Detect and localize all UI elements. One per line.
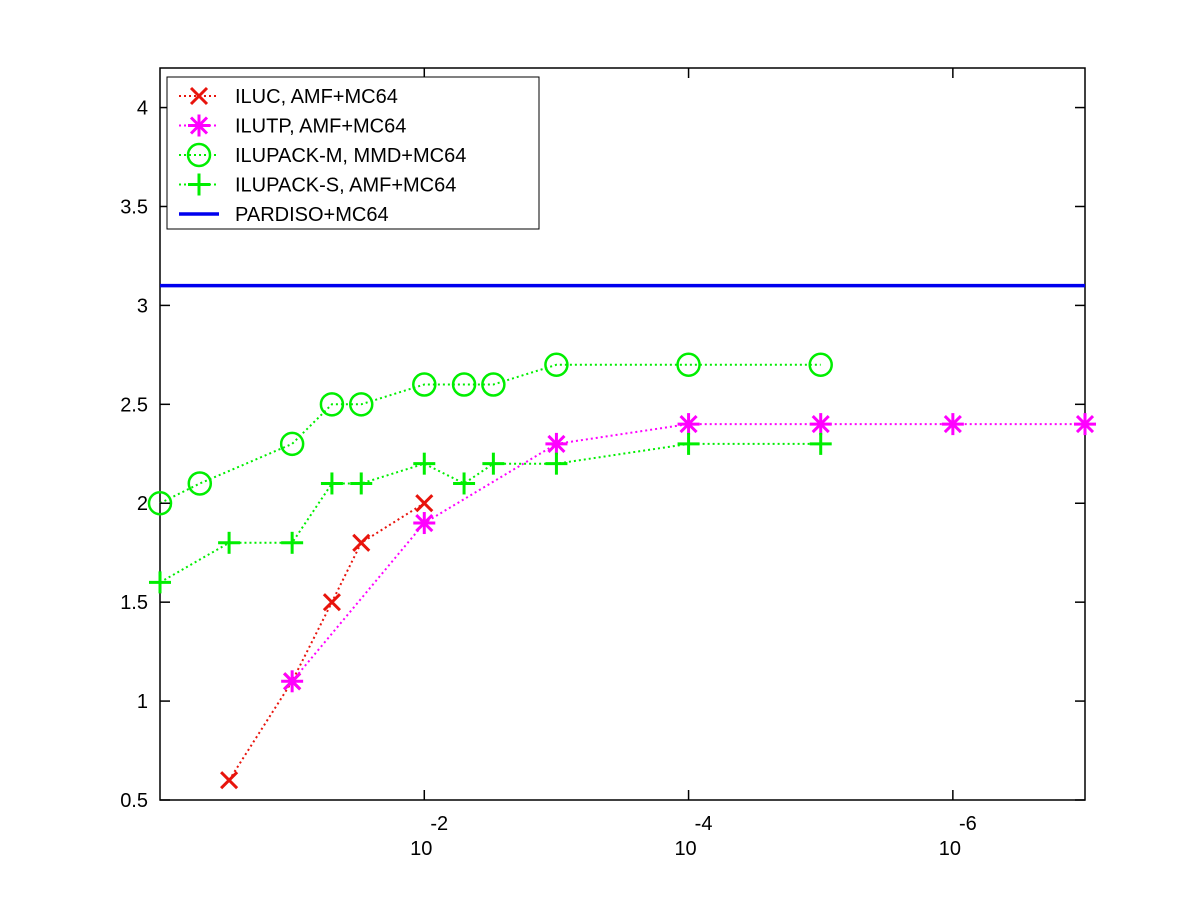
series-1-point-6-stroke-d <box>1075 415 1095 434</box>
series-2 <box>147 352 833 516</box>
series-3-point-0 <box>149 571 171 594</box>
series-3-point-4 <box>350 472 373 495</box>
series-1-point-3-stroke-d <box>679 415 698 434</box>
series-2-point-0-ring <box>147 490 173 516</box>
x-tick-label-exponent-0: -2 <box>430 813 448 835</box>
series-2-point-9-ring <box>676 352 701 378</box>
legend-item-1: ILUTP, AMF+MC64 <box>179 114 406 138</box>
series-1 <box>281 413 1096 693</box>
legend-item-3: ILUPACK-S, AMF+MC64 <box>179 173 456 197</box>
series-1-point-2 <box>545 432 568 455</box>
series-1-point-4 <box>809 413 832 436</box>
series-3-point-3 <box>320 472 343 495</box>
series-1-point-4-stroke-d <box>811 415 830 434</box>
y-tick-label-1: 1 <box>137 691 148 713</box>
series-1-point-0-stroke-d <box>283 672 302 691</box>
legend-marker-2 <box>186 142 212 168</box>
series-2-line <box>159 363 821 505</box>
series-2-point-7 <box>481 372 506 397</box>
series-1-point-6 <box>1074 413 1096 436</box>
series-2-point-5-ring <box>412 372 437 397</box>
series-2-point-4 <box>348 392 374 417</box>
series-3-point-6 <box>453 472 476 495</box>
y-tick-label-5: 3 <box>137 295 148 317</box>
series-3-point-5 <box>413 452 436 475</box>
series-2-point-9 <box>676 352 701 378</box>
legend-item-4: PARDISO+MC64 <box>179 204 389 226</box>
x-tick-label-base-0: 10 <box>410 838 432 860</box>
y-tick-label-0: 0.5 <box>120 790 148 812</box>
series-0-point-3-stroke-b <box>352 533 371 552</box>
legend-label-3: ILUPACK-S, AMF+MC64 <box>235 175 456 197</box>
series-3-point-10 <box>809 432 832 455</box>
series-2-point-0 <box>147 490 173 516</box>
series-3-point-1 <box>218 531 241 554</box>
y-tick-label-6: 3.5 <box>120 196 148 218</box>
series-3-point-7 <box>482 452 505 475</box>
series-2-point-10-ring <box>808 352 833 378</box>
legend-marker-3 <box>188 173 210 196</box>
series-0-point-2 <box>322 593 341 612</box>
series-0-point-0 <box>220 771 239 790</box>
series-1-point-1 <box>413 512 436 535</box>
legend: ILUC, AMF+MC64 ILUTP, AMF+MC64 ILUPACK-M, … <box>166 76 540 230</box>
series-2-point-6-ring <box>451 372 477 397</box>
series-2-point-1 <box>187 471 213 496</box>
y-tick-label-7: 4 <box>137 98 148 120</box>
series-2-point-4-ring <box>348 392 374 417</box>
series-2-point-6 <box>451 372 477 397</box>
series-2-point-2 <box>279 431 305 457</box>
legend-item-0: ILUC, AMF+MC64 <box>179 86 398 108</box>
y-tick-label-2: 1.5 <box>120 592 148 614</box>
series-2-point-1-ring <box>187 471 213 496</box>
series-0-point-3 <box>352 533 371 552</box>
legend-label-4: PARDISO+MC64 <box>235 204 389 226</box>
x-tick-label-base-2: 10 <box>939 838 961 860</box>
legend-box <box>166 76 540 230</box>
series-3 <box>149 432 832 594</box>
series-2-point-7-ring <box>481 372 506 397</box>
x-tick-label-exponent-2: -6 <box>959 813 977 835</box>
axes-layer: 0.5 1 1.5 2 2.5 3 3.5 4 10 -2 10 -4 10 -6 <box>120 68 1085 860</box>
series-2-point-10 <box>808 352 833 378</box>
series-2-point-8-ring <box>544 352 569 378</box>
legend-marker-2-ring <box>186 142 212 168</box>
series-layer <box>147 283 1096 790</box>
legend-label-1: ILUTP, AMF+MC64 <box>235 116 406 138</box>
legend-marker-0 <box>189 86 209 106</box>
series-0-point-2-stroke-b <box>322 593 341 612</box>
series-1-point-5-stroke-d <box>943 415 962 434</box>
series-0-point-4 <box>415 494 434 513</box>
legend-item-2: ILUPACK-M, MMD+MC64 <box>179 142 466 168</box>
series-3-point-9 <box>677 432 700 455</box>
series-1-point-1-stroke-d <box>415 513 434 533</box>
y-tick-label-3: 2 <box>137 493 148 515</box>
series-1-point-5 <box>941 413 964 436</box>
legend-marker-1-stroke-d <box>189 116 209 135</box>
legend-marker-1 <box>188 114 210 137</box>
series-2-point-2-ring <box>279 431 305 457</box>
series-2-point-8 <box>544 352 569 378</box>
series-2-point-5 <box>412 372 437 397</box>
series-0-point-0-stroke-b <box>220 771 239 790</box>
series-0-point-4-stroke-b <box>415 494 434 513</box>
series-3-point-2 <box>281 531 304 554</box>
y-tick-label-4: 2.5 <box>120 394 148 416</box>
legend-label-0: ILUC, AMF+MC64 <box>235 86 398 108</box>
x-tick-label-base-1: 10 <box>674 838 696 860</box>
series-1-point-2-stroke-d <box>547 434 566 453</box>
legend-marker-0-stroke-b <box>189 86 209 106</box>
series-3-point-8 <box>545 452 568 475</box>
legend-label-2: ILUPACK-M, MMD+MC64 <box>235 145 466 167</box>
series-1-point-3 <box>677 413 700 436</box>
x-tick-label-exponent-1: -4 <box>695 813 713 835</box>
series-3-line <box>159 442 821 584</box>
series-1-point-0 <box>281 670 304 693</box>
series-2-point-3-ring <box>319 392 345 417</box>
series-2-point-3 <box>319 392 345 417</box>
